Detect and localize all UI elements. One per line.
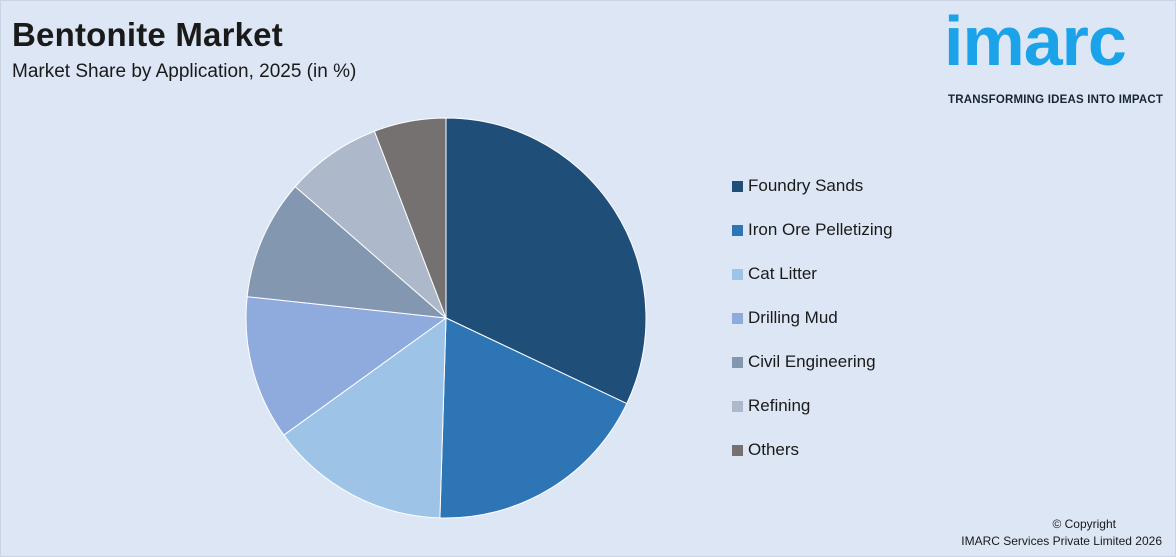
pie-slice-others — [373, 117, 447, 319]
imarc-logo: imarc TRANSFORMING IDEAS INTO IMPACT — [944, 6, 1170, 108]
legend-swatch — [732, 356, 743, 368]
pie-slice-cat-litter — [283, 317, 447, 519]
legend-label: Refining — [748, 396, 811, 415]
legend-swatch — [732, 400, 743, 412]
pie-slice-foundry-sands — [445, 117, 647, 405]
legend-item: Iron Ore Pelletizing — [732, 208, 893, 252]
legend-label: Iron Ore Pelletizing — [748, 220, 893, 239]
chart-subtitle: Market Share by Application, 2025 (in %) — [12, 61, 357, 82]
copyright-company: IMARC Services Private Limited 2026 — [961, 534, 1162, 548]
page-title: Bentonite Market — [12, 16, 283, 53]
pie-slice-drilling-mud — [245, 296, 448, 436]
legend-item: Others — [732, 428, 893, 472]
copyright-notice: © Copyright IMARC Services Private Limit… — [961, 516, 1162, 550]
logo-tagline: TRANSFORMING IDEAS INTO IMPACT — [948, 94, 1164, 106]
legend-swatch — [732, 444, 743, 456]
legend-swatch — [732, 312, 743, 324]
legend-swatch — [732, 224, 743, 236]
legend-item: Drilling Mud — [732, 296, 893, 340]
logo-wordmark: imarc — [944, 2, 1127, 80]
legend-item: Refining — [732, 384, 893, 428]
pie-slice-refining — [294, 130, 447, 319]
legend-label: Drilling Mud — [748, 308, 838, 327]
legend-label: Civil Engineering — [748, 352, 876, 371]
legend-item: Cat Litter — [732, 252, 893, 296]
legend-label: Cat Litter — [748, 264, 817, 283]
legend-item: Foundry Sands — [732, 164, 893, 208]
copyright-label: © Copyright — [1052, 517, 1116, 531]
legend-swatch — [732, 268, 743, 280]
legend-label: Foundry Sands — [748, 176, 864, 195]
pie-chart — [245, 117, 647, 519]
pie-slice-iron-ore-pelletizing — [439, 317, 628, 519]
chart-legend: Foundry Sands Iron Ore Pelletizing Cat Lit… — [732, 164, 893, 472]
legend-label: Others — [748, 440, 800, 459]
legend-item: Civil Engineering — [732, 340, 893, 384]
pie-slice-civil-engineering — [246, 185, 448, 319]
legend-swatch — [732, 180, 743, 192]
